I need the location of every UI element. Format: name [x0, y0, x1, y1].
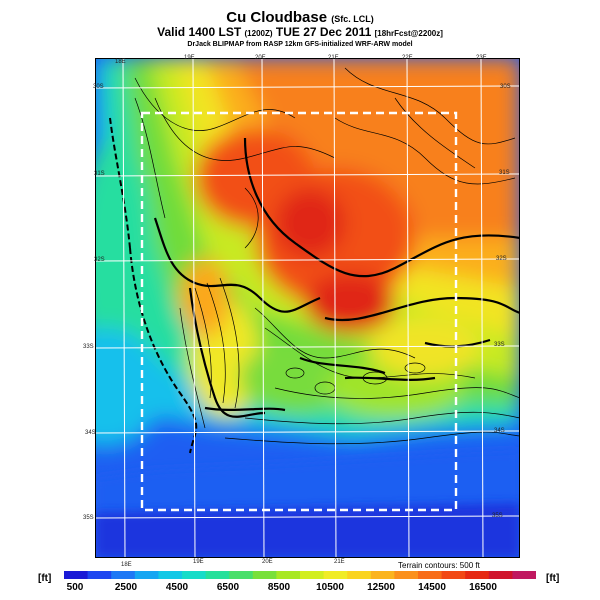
valid-time: Valid 1400 LST: [157, 25, 242, 39]
lon-label: 20E: [255, 55, 266, 61]
inner-domain-box: [140, 111, 458, 512]
forecast-hour: [18hrFcst@2200z]: [374, 29, 443, 38]
colorbar-tick: 2500: [114, 582, 138, 593]
colorbar-segment: [182, 571, 207, 579]
colorbar-segment: [300, 571, 325, 579]
colorbar-tick: 14500: [418, 582, 446, 593]
colorbar-segment: [134, 571, 159, 579]
colorbar-segment: [488, 571, 513, 579]
lon-label: 20E: [262, 559, 273, 565]
colorbar-segment: [252, 571, 277, 579]
colorbar-segment: [418, 571, 443, 579]
map-canvas[interactable]: [95, 58, 520, 558]
lat-label: 34S: [494, 428, 505, 434]
valid-line: Valid 1400 LST (1200Z) TUE 27 Dec 2011 […: [0, 25, 600, 39]
colorbar-tick: 8500: [267, 582, 291, 593]
colorbar-tick: 16500: [469, 582, 497, 593]
lat-label: 35S: [83, 515, 94, 521]
colorbar-segment: [441, 571, 466, 579]
credit-line: DrJack BLIPMAP from RASP 12km GFS-initia…: [187, 41, 413, 48]
colorbar-segment: [276, 571, 301, 579]
colorbar-tick: 6500: [216, 582, 240, 593]
colorbar-segment: [323, 571, 348, 579]
colorbar-tick: 500: [66, 582, 84, 593]
lon-label: 18E: [121, 562, 132, 568]
graticule: [95, 58, 520, 558]
lat-label: 35S: [492, 513, 503, 519]
lon-label: 21E: [334, 559, 345, 565]
colorbar-segment: [370, 571, 395, 579]
lon-label: 21E: [328, 55, 339, 61]
colorbar-segment: [111, 571, 136, 579]
colorbar-segment: [465, 571, 490, 579]
colorbar-segment: [158, 571, 183, 579]
lat-label: 32S: [94, 257, 105, 263]
lat-label: 33S: [83, 344, 94, 350]
colorbar-tick: 12500: [367, 582, 395, 593]
colorbar-unit-right: [ft]: [546, 573, 560, 584]
cloudbase-map[interactable]: 18E 19E 20E 21E 22E 23E 30S 31S 32S 33S …: [83, 55, 520, 568]
lat-label: 32S: [496, 256, 507, 262]
colorbar-segment: [394, 571, 419, 579]
colorbar-segment: [64, 571, 89, 579]
lat-label: 30S: [500, 84, 511, 90]
colorbar-segment: [347, 571, 372, 579]
lat-label: 31S: [94, 171, 105, 177]
valid-code: (1200Z): [244, 29, 273, 38]
terrain-contour-note: Terrain contours: 500 ft: [398, 561, 480, 570]
title-sub: (Sfc. LCL): [331, 14, 374, 24]
colorbar-segment: [512, 571, 536, 579]
lat-label: 34S: [85, 430, 96, 436]
lat-label: 30S: [93, 84, 104, 90]
map-title: Cu Cloudbase (Sfc. LCL): [0, 9, 600, 26]
colorbar-unit-left: [ft]: [38, 573, 52, 584]
lon-label: 19E: [184, 55, 195, 61]
lat-label: 31S: [499, 170, 510, 176]
colorbar-tick: 4500: [165, 582, 189, 593]
lon-label: 19E: [193, 559, 204, 565]
lon-label: 23E: [476, 55, 487, 61]
title-main: Cu Cloudbase: [226, 9, 328, 26]
lon-label: 22E: [402, 55, 413, 61]
colorbar: [64, 571, 536, 579]
colorbar-tick: 10500: [316, 582, 344, 593]
colorbar-segment: [205, 571, 230, 579]
valid-date: TUE 27 Dec 2011: [275, 25, 372, 39]
colorbar-segment: [87, 571, 112, 579]
lon-label: 18E: [115, 59, 126, 65]
lat-label: 33S: [494, 342, 505, 348]
colorbar-segment: [229, 571, 254, 579]
